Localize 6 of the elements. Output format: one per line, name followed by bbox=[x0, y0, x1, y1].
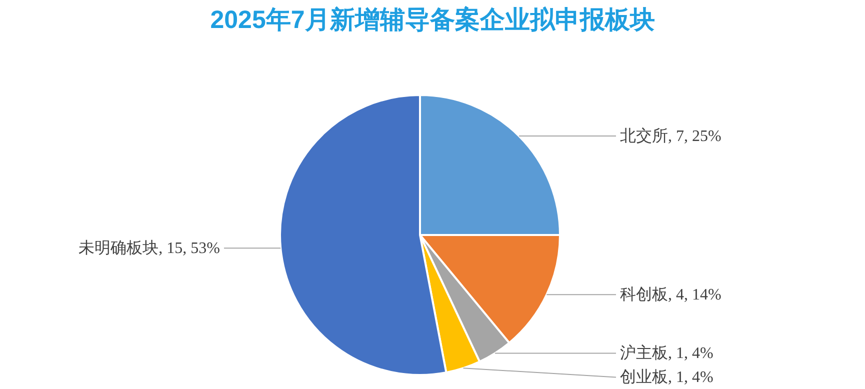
slice-label: 科创板, 4, 14% bbox=[620, 286, 722, 304]
slice-label: 北交所, 7, 25% bbox=[620, 127, 722, 146]
slice-label: 创业板, 1, 4% bbox=[620, 368, 714, 386]
slice-label: 未明确板块, 15, 53% bbox=[78, 239, 220, 258]
chart-title: 2025年7月新增辅导备案企业拟申报板块 bbox=[210, 5, 655, 34]
slice-label: 沪主板, 1, 4% bbox=[620, 344, 714, 362]
